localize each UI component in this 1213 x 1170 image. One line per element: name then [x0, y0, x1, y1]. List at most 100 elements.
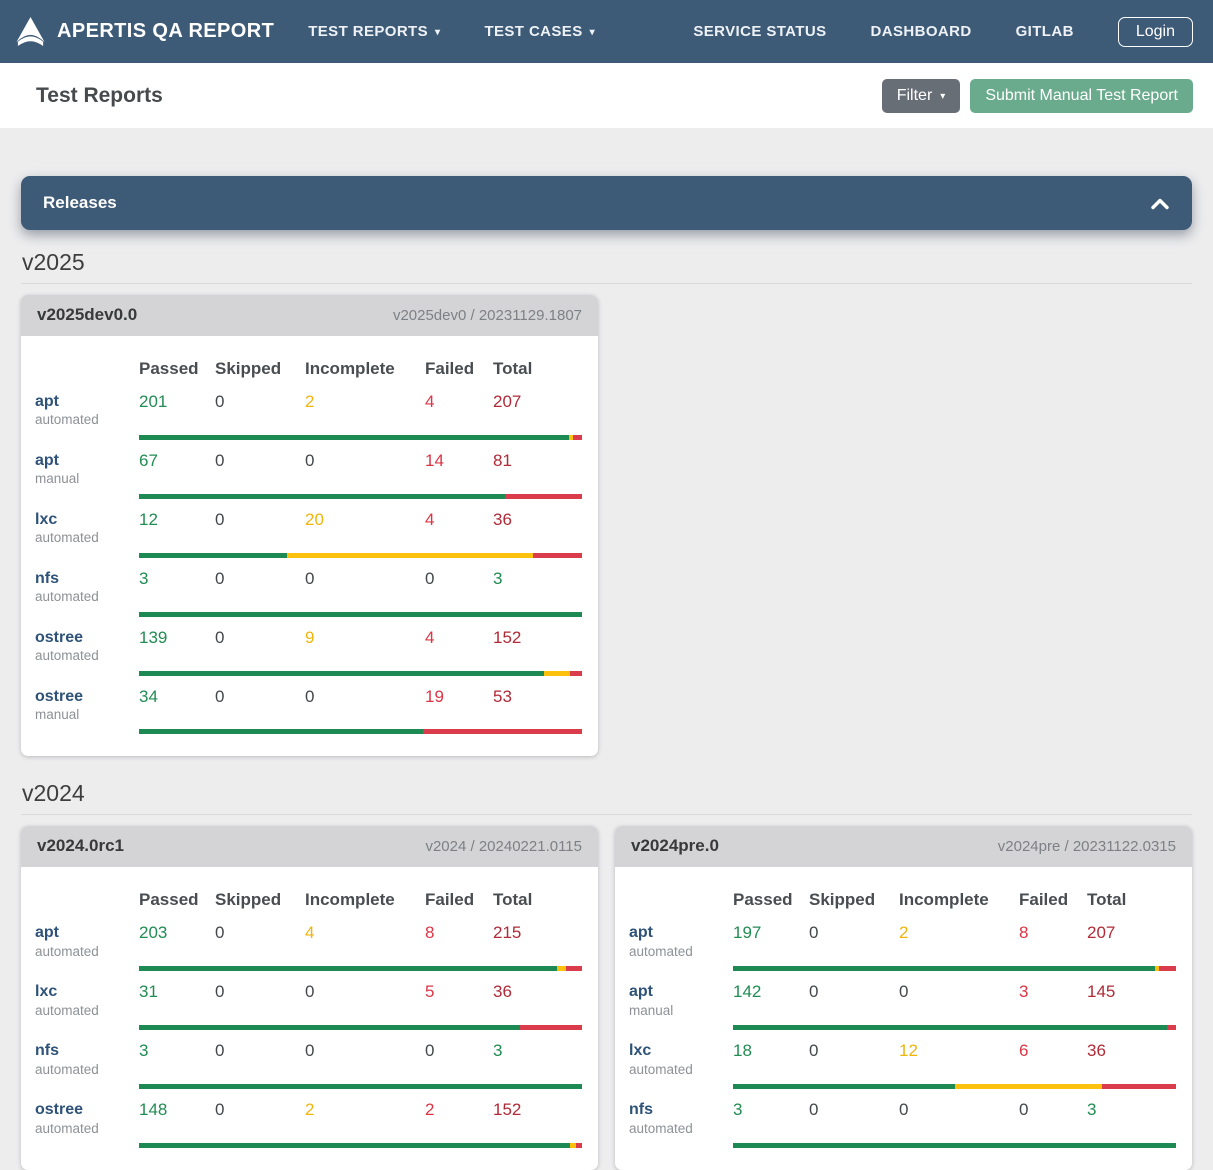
test-mode-label: automated: [35, 1061, 99, 1077]
test-name-link[interactable]: lxc: [629, 1042, 652, 1060]
failed-count: 2: [425, 1100, 435, 1120]
passed-bar-segment: [139, 966, 558, 972]
failed-bar-segment: [1158, 966, 1176, 972]
failed-count: 6: [1019, 1041, 1029, 1061]
release-card: v2024pre.0 v2024pre / 20231122.0315 Pass…: [615, 826, 1192, 1170]
passed-bar-segment: [733, 1025, 1167, 1031]
incomplete-count: 0: [305, 568, 315, 588]
incomplete-bar-segment: [954, 1084, 1103, 1090]
test-name-link[interactable]: apt: [35, 451, 59, 469]
incomplete-count: 0: [899, 982, 909, 1002]
card-table: Passed Skipped Incomplete Failed Total apt a…: [615, 867, 1192, 1170]
failed-bar-segment: [423, 729, 582, 735]
failed-count: 5: [425, 982, 435, 1002]
skipped-count: 0: [215, 392, 225, 411]
test-mode-label: automated: [35, 412, 99, 428]
test-mode-label: automated: [629, 943, 693, 959]
failed-count: 3: [1019, 982, 1029, 1002]
releases-title: Releases: [43, 193, 117, 212]
result-progress-bar: [733, 966, 1176, 972]
page-header: Test Reports Filter ▾ Submit Manual Test…: [0, 63, 1213, 128]
passed-bar-segment: [139, 1025, 521, 1031]
test-counts: 142 0 0 3 145: [733, 982, 1176, 1002]
test-name-link[interactable]: ostree: [35, 687, 84, 705]
test-name-link[interactable]: apt: [35, 393, 59, 410]
total-count: 36: [493, 509, 512, 529]
passed-count: 3: [733, 1100, 743, 1120]
section-heading: v2024: [22, 780, 85, 807]
test-name-link[interactable]: lxc: [35, 510, 58, 528]
column-header: Total: [493, 890, 533, 910]
test-row: nfs automated 3 0 0 0 3: [35, 564, 582, 623]
incomplete-bar-segment: [286, 552, 533, 558]
test-name-link[interactable]: nfs: [35, 1042, 59, 1060]
column-header: Failed: [1019, 890, 1069, 910]
test-row: apt automated 201 0 2 4 207: [35, 387, 582, 446]
menu-test-reports[interactable]: TEST REPORTS ▾: [308, 23, 440, 40]
result-progress-bar: [139, 434, 582, 440]
login-button[interactable]: Login: [1117, 16, 1193, 47]
test-mode-label: automated: [629, 1061, 693, 1077]
submit-manual-test-report-button[interactable]: Submit Manual Test Report: [970, 78, 1193, 113]
test-name-link[interactable]: apt: [629, 983, 653, 1001]
brand-link[interactable]: APERTIS QA REPORT: [14, 15, 274, 48]
releases-panel-header[interactable]: Releases: [21, 176, 1192, 230]
failed-bar-segment: [520, 1025, 582, 1031]
failed-count: 0: [425, 1041, 435, 1061]
total-count: 36: [1087, 1041, 1106, 1061]
nav-dashboard[interactable]: DASHBOARD: [870, 23, 972, 40]
test-counts: 3 0 0 0 3: [139, 1041, 582, 1061]
skipped-count: 0: [215, 982, 225, 1002]
result-progress-bar: [139, 1143, 582, 1149]
test-counts: 31 0 0 5 36: [139, 982, 582, 1002]
test-name-link[interactable]: lxc: [35, 983, 58, 1001]
test-counts: 203 0 4 8 215: [139, 923, 582, 943]
test-name-link[interactable]: apt: [35, 924, 59, 942]
column-header: Incomplete: [305, 890, 395, 910]
failed-bar-segment: [576, 1143, 582, 1149]
test-row: nfs automated 3 0 0 0 3: [629, 1095, 1176, 1154]
failed-bar-segment: [1166, 1025, 1176, 1031]
passed-count: 142: [733, 982, 762, 1002]
total-count: 145: [1087, 982, 1116, 1002]
test-counts: 201 0 2 4 207: [139, 392, 582, 412]
section-divider: [21, 814, 1192, 816]
incomplete-count: 9: [305, 627, 315, 647]
test-mode-label: automated: [35, 1120, 99, 1136]
column-header: Failed: [425, 890, 475, 910]
test-counts: 18 0 12 6 36: [733, 1041, 1176, 1061]
main-content: Releases v2025 v2025dev0.0 v2025dev0 / 2…: [0, 176, 1213, 1170]
total-count: 3: [1087, 1100, 1097, 1120]
filter-button[interactable]: Filter ▾: [881, 78, 961, 113]
passed-bar-segment: [139, 611, 582, 617]
test-name-link[interactable]: nfs: [629, 1101, 653, 1119]
result-progress-bar: [139, 1084, 582, 1090]
menu-test-cases[interactable]: TEST CASES ▾: [484, 23, 595, 40]
test-name-link[interactable]: nfs: [35, 569, 59, 587]
page-title: Test Reports: [36, 83, 163, 107]
incomplete-count: 2: [899, 923, 909, 943]
result-progress-bar: [139, 966, 582, 972]
card-title: v2024.0rc1: [37, 836, 124, 856]
column-header: Incomplete: [899, 890, 989, 910]
passed-count: 197: [733, 923, 762, 943]
passed-count: 67: [139, 450, 158, 470]
nav-service-status[interactable]: SERVICE STATUS: [693, 23, 827, 40]
test-row: apt automated 197 0 2 8 207: [629, 918, 1176, 977]
test-name-link[interactable]: ostree: [35, 628, 84, 646]
passed-bar-segment: [139, 1084, 582, 1090]
passed-count: 31: [139, 982, 158, 1002]
failed-count: 8: [425, 923, 435, 943]
nav-gitlab[interactable]: GITLAB: [1015, 23, 1074, 40]
skipped-count: 0: [809, 923, 819, 943]
test-name-link[interactable]: apt: [629, 924, 653, 942]
total-count: 207: [493, 392, 522, 411]
passed-bar-segment: [139, 729, 424, 735]
chevron-up-icon[interactable]: [1150, 196, 1170, 211]
card-table: Passed Skipped Incomplete Failed Total apt a…: [21, 867, 598, 1170]
incomplete-bar-segment: [557, 966, 566, 972]
failed-bar-segment: [1102, 1084, 1176, 1090]
incomplete-bar-segment: [569, 434, 574, 440]
failed-bar-segment: [573, 434, 582, 440]
test-name-link[interactable]: ostree: [35, 1101, 84, 1119]
